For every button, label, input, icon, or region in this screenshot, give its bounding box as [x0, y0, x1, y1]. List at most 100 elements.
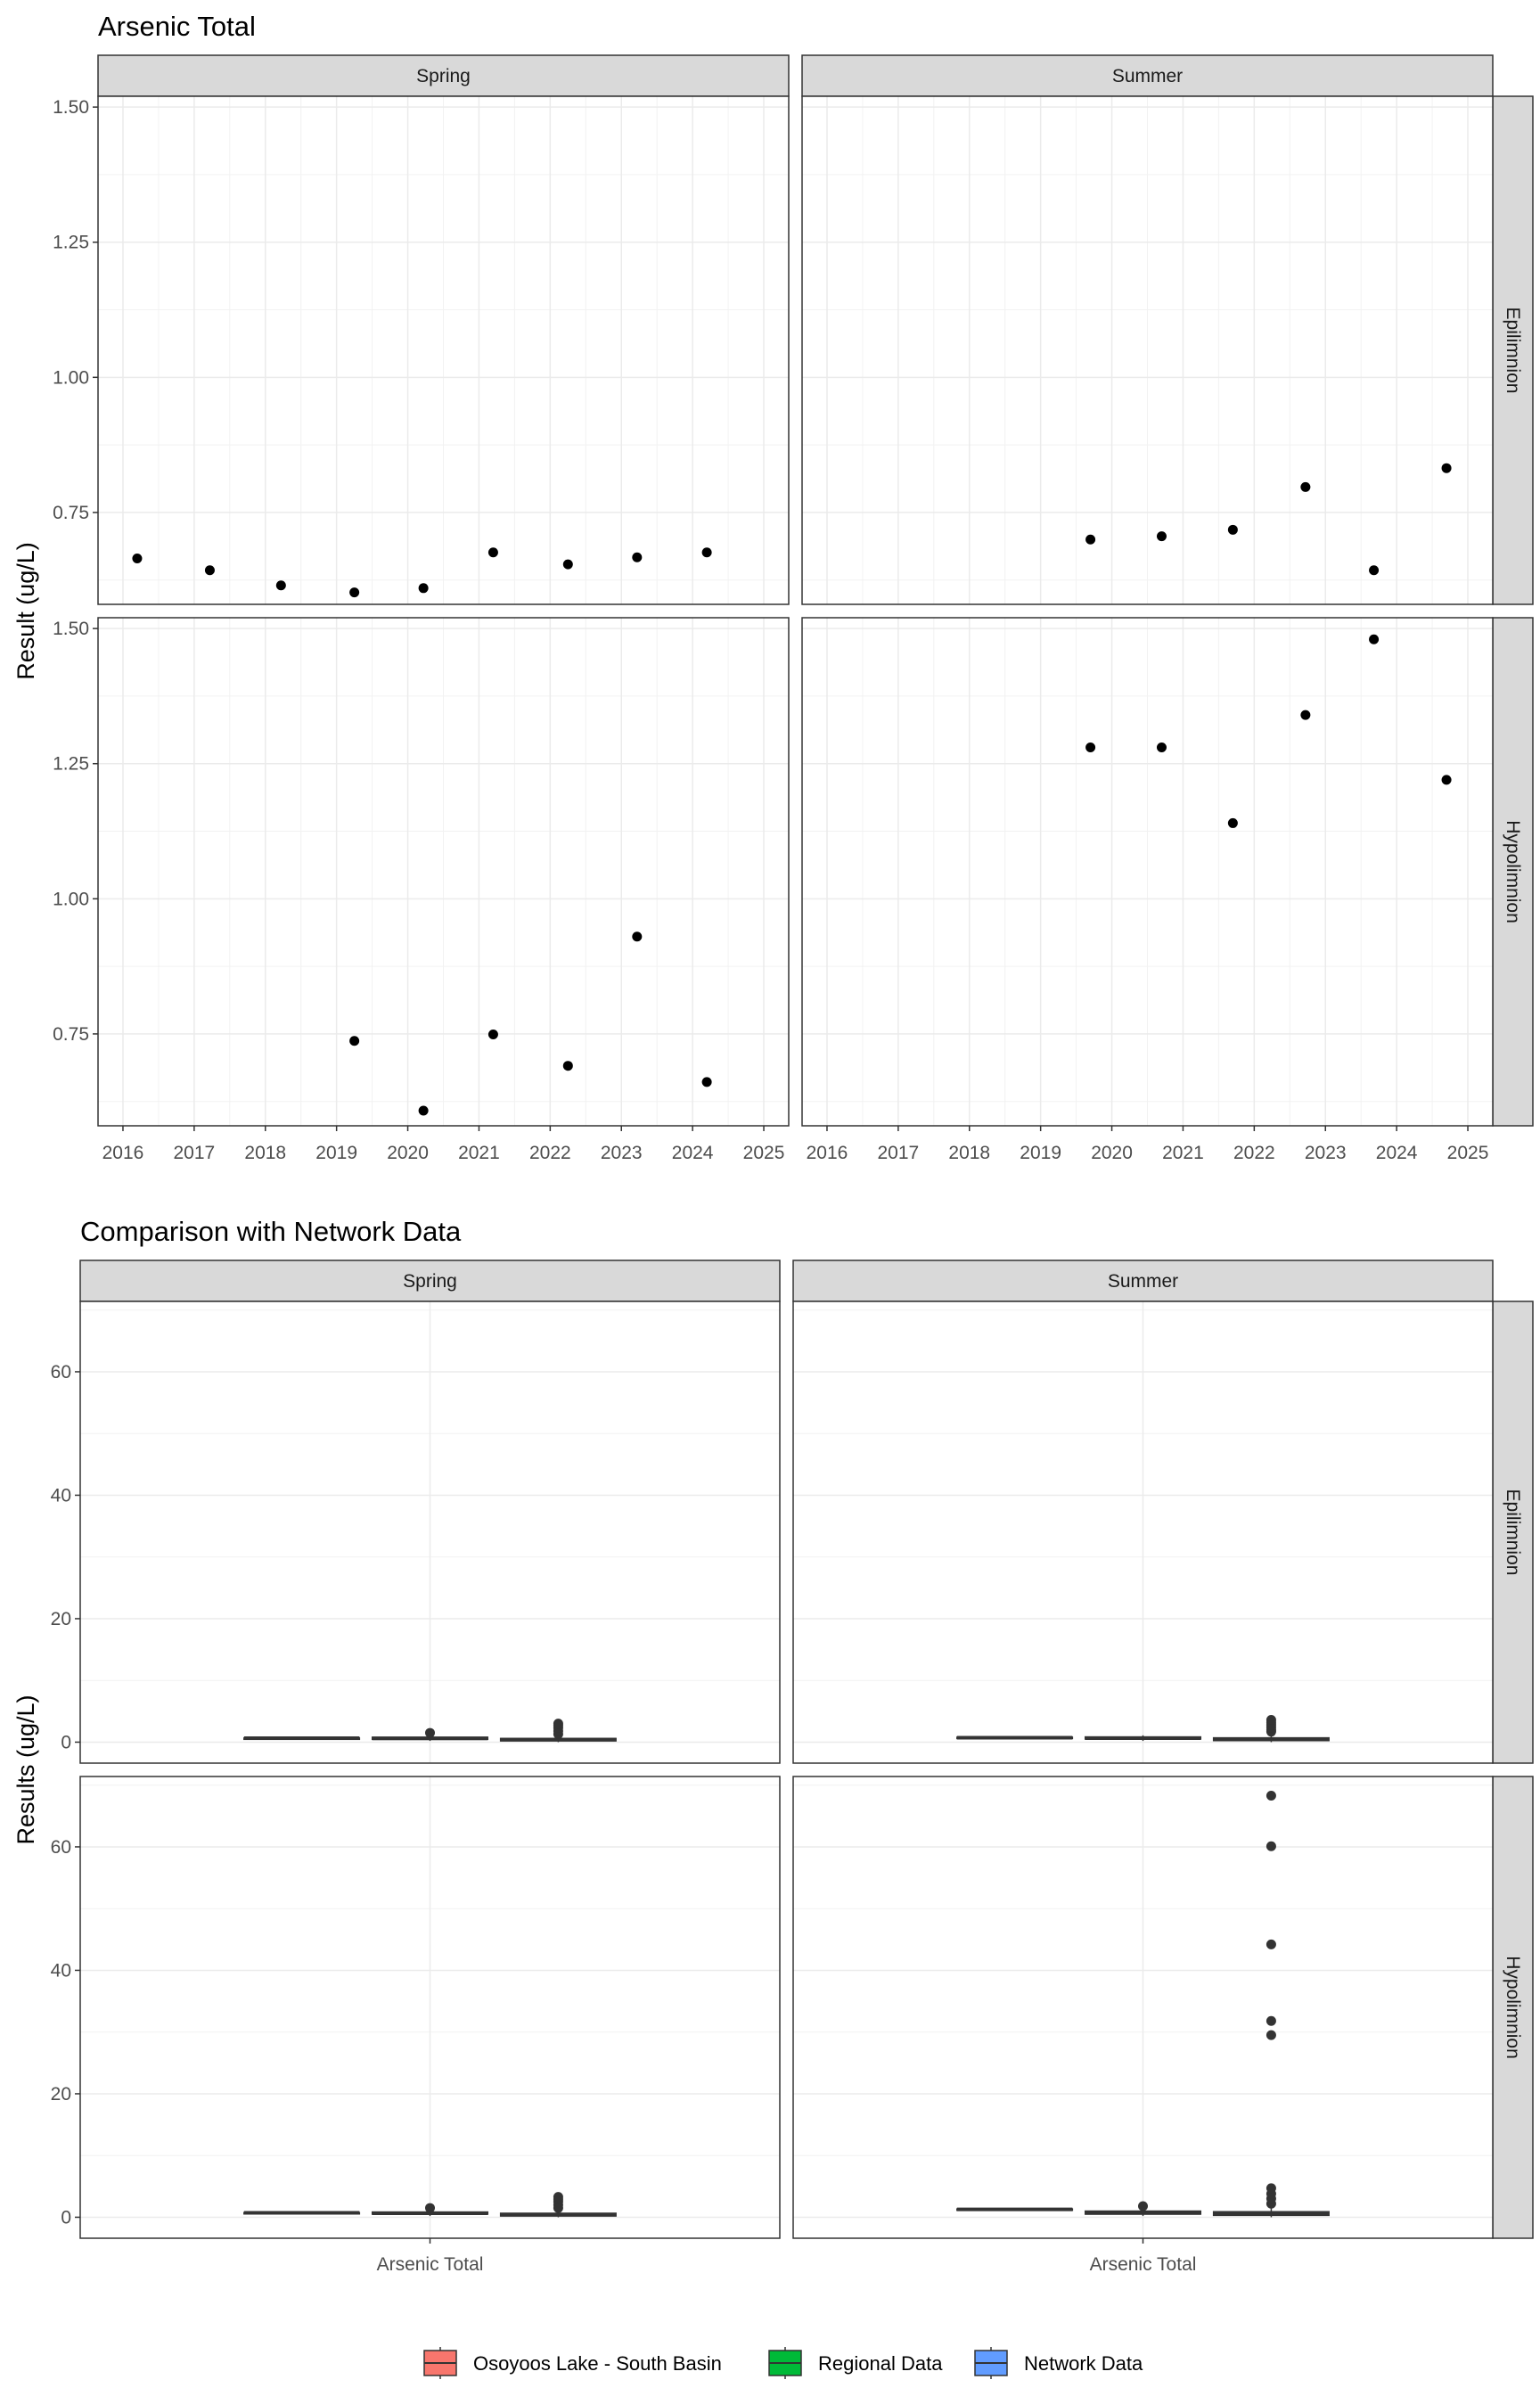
- x-tick-label: 2019: [1020, 1143, 1061, 1163]
- x-tick-label: Arsenic Total: [377, 2254, 484, 2275]
- strip-label-hypolimnion: Hypolimnion: [1503, 820, 1523, 923]
- legend-label: Regional Data: [818, 2352, 943, 2375]
- x-tick-label: 2016: [102, 1143, 144, 1163]
- data-point: [1227, 524, 1238, 535]
- x-tick-label: 2024: [1376, 1143, 1418, 1163]
- x-tick-label: 2022: [529, 1143, 571, 1163]
- y-tick-label: 0: [61, 1732, 71, 1752]
- strip-row: [1492, 1301, 1534, 1764]
- x-tick-label: 2019: [315, 1143, 357, 1163]
- y-tick-label: 0: [61, 2207, 71, 2228]
- y-tick-label: 1.50: [53, 619, 89, 639]
- x-tick-label: 2025: [1447, 1143, 1489, 1163]
- y-tick-label: 60: [51, 1362, 71, 1383]
- data-point: [132, 553, 143, 563]
- data-point: [1300, 481, 1311, 492]
- box-outlier: [425, 2203, 435, 2213]
- data-point: [1085, 743, 1096, 753]
- panel-border: [97, 95, 790, 605]
- x-tick-label: 2023: [1305, 1143, 1347, 1163]
- x-tick-label: 2017: [878, 1143, 920, 1163]
- y-axis-title: Results (ug/L): [12, 1694, 39, 1844]
- x-tick-label: 2022: [1233, 1143, 1275, 1163]
- y-tick-label: 1.25: [53, 754, 89, 775]
- x-tick-label: 2024: [672, 1143, 714, 1163]
- legend-label: Network Data: [1024, 2352, 1143, 2375]
- y-tick-label: 40: [51, 1960, 71, 1981]
- data-point: [1085, 534, 1096, 545]
- strip-row: [1492, 617, 1534, 1127]
- y-tick-label: 40: [51, 1485, 71, 1506]
- data-point: [1441, 775, 1452, 785]
- y-tick-label: 1.00: [53, 367, 89, 388]
- data-point: [1369, 634, 1380, 644]
- box-outlier: [1266, 1715, 1276, 1726]
- panel-border: [792, 1301, 1494, 1764]
- box-outlier: [553, 1719, 563, 1729]
- x-tick-label: 2016: [807, 1143, 848, 1163]
- box-outlier: [1266, 2030, 1276, 2040]
- chart-title: Comparison with Network Data: [80, 1216, 462, 1247]
- data-point: [418, 1105, 429, 1116]
- legend-label: Osoyoos Lake - South Basin: [473, 2352, 722, 2375]
- x-tick-label: 2018: [244, 1143, 286, 1163]
- strip-label-summer: Summer: [1108, 1271, 1178, 1292]
- data-point: [701, 547, 712, 558]
- data-point: [701, 1077, 712, 1087]
- panel-border: [97, 617, 790, 1127]
- y-axis-title: Result (ug/L): [12, 542, 39, 680]
- x-tick-label: 2021: [1162, 1143, 1204, 1163]
- y-tick-label: 1.00: [53, 889, 89, 909]
- box-outlier: [1266, 1841, 1276, 1851]
- box-outlier: [1266, 1790, 1276, 1801]
- strip-column: [792, 1260, 1494, 1302]
- x-tick-label: 2018: [948, 1143, 990, 1163]
- data-point: [562, 559, 573, 570]
- data-point: [1156, 531, 1167, 542]
- panel-border: [801, 617, 1494, 1127]
- data-point: [349, 1036, 360, 1046]
- strip-column: [79, 1260, 781, 1302]
- data-point: [275, 580, 286, 591]
- data-point: [1369, 565, 1380, 576]
- data-point: [487, 547, 498, 558]
- y-tick-label: 0.75: [53, 1024, 89, 1045]
- x-tick-label: 2025: [743, 1143, 785, 1163]
- data-point: [418, 583, 429, 594]
- x-tick-label: 2023: [601, 1143, 643, 1163]
- strip-column: [801, 54, 1494, 97]
- strip-label-epilimnion: Epilimnion: [1503, 308, 1523, 394]
- y-tick-label: 20: [51, 1609, 71, 1629]
- data-point: [1156, 743, 1167, 753]
- panel-border: [801, 95, 1494, 605]
- strip-column: [97, 54, 790, 97]
- data-point: [487, 1030, 498, 1040]
- data-point: [349, 587, 360, 598]
- x-tick-label: 2021: [458, 1143, 500, 1163]
- strip-label-spring: Spring: [403, 1271, 457, 1292]
- data-point: [1300, 710, 1311, 720]
- data-point: [1441, 463, 1452, 473]
- chart-title: Arsenic Total: [98, 11, 256, 42]
- strip-row: [1492, 1776, 1534, 2239]
- strip-label-hypolimnion: Hypolimnion: [1503, 1956, 1523, 2059]
- y-tick-label: 1.50: [53, 97, 89, 118]
- box-outlier: [425, 1727, 435, 1738]
- data-point: [632, 552, 643, 562]
- box-outlier: [1266, 1939, 1276, 1949]
- y-tick-label: 1.25: [53, 233, 89, 253]
- panel-border: [79, 1301, 781, 1764]
- x-tick-label: 2020: [1091, 1143, 1133, 1163]
- box-outlier: [1266, 2183, 1276, 2194]
- box-outlier: [553, 2192, 563, 2203]
- data-point: [1227, 817, 1238, 828]
- box-outlier: [1138, 2201, 1148, 2211]
- strip-label-spring: Spring: [416, 66, 471, 86]
- y-tick-label: 20: [51, 2084, 71, 2105]
- y-tick-label: 60: [51, 1837, 71, 1858]
- data-point: [562, 1061, 573, 1071]
- x-tick-label: Arsenic Total: [1090, 2254, 1197, 2275]
- data-point: [632, 931, 643, 942]
- data-point: [204, 565, 215, 576]
